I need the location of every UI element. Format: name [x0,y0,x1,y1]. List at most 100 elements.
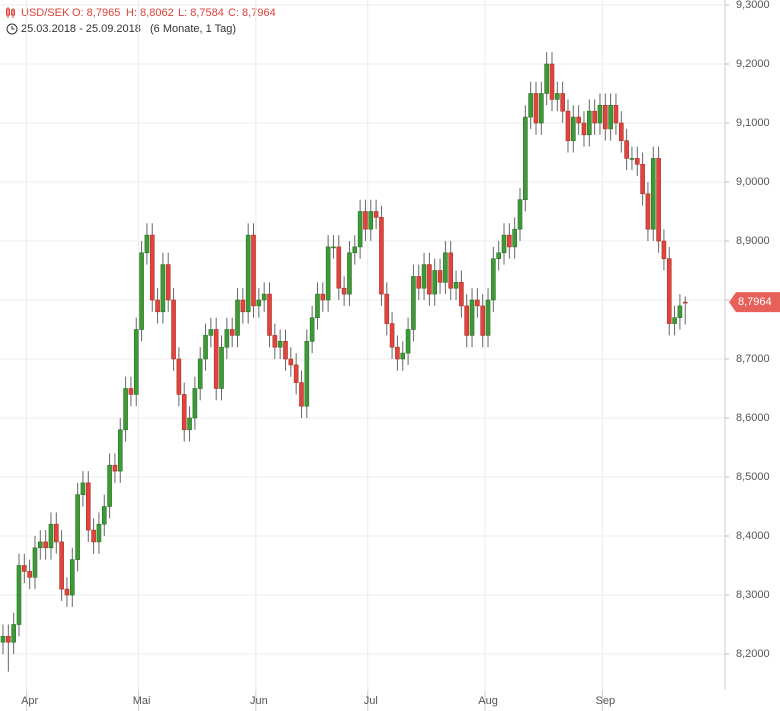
candle-body [59,541,64,590]
candle-body [128,388,134,395]
candle-body [144,234,150,254]
candle-body [544,63,549,94]
candle-body [85,482,91,531]
candle-body [459,281,464,307]
candle-body [416,276,422,289]
candle-body [75,494,80,560]
y-tick-label: 9,1000 [736,117,770,129]
candle-body [363,211,368,230]
candle-body [6,635,11,643]
candle-body [400,352,406,360]
candle-body [213,329,219,389]
candle-body [592,110,597,124]
candle-body [645,193,651,230]
candle-body [155,299,160,313]
y-tick-label: 8,3000 [736,589,770,601]
y-tick-label: 8,7000 [736,353,770,365]
candle-body [443,252,448,283]
candle-body [336,246,342,289]
y-tick-label: 9,0000 [736,176,770,188]
x-tick-label: Jul [364,695,378,707]
candle-body [352,246,358,254]
x-tick-label: Mai [133,695,151,707]
ohlc-open: O: 8,7965 [72,7,120,19]
candle-body [261,293,267,301]
candle-body [160,264,166,313]
y-tick-label: 8,6000 [736,412,770,424]
candle-body [245,234,251,313]
candle-body [16,565,22,625]
candle-body [539,93,544,124]
candle-body [309,317,315,342]
candle-body [165,264,171,301]
date-range: 25.03.2018 - 25.09.2018 [21,23,141,35]
candle-body [571,116,576,141]
candle-body [347,252,352,295]
period: (6 Monate, 1 Tag) [150,23,236,35]
candle-body [618,122,624,142]
y-tick-label: 8,4000 [736,530,770,542]
candle-body [80,482,86,495]
candle-body [666,258,672,324]
symbol: USD/SEK [21,7,70,19]
candle-body [235,299,240,336]
candle-body [139,252,144,330]
candle-body [485,299,491,336]
candle-body [661,240,667,260]
candle-body [576,116,581,124]
candle-body [112,464,118,472]
candle-body [555,93,560,100]
candle-body [480,305,486,336]
candle-body [197,358,203,389]
candle-body [389,323,395,348]
y-tick-label: 8,9000 [736,235,770,247]
candle-body [512,228,517,248]
candle-body [624,140,629,159]
candle-body [299,382,304,407]
candle-body [325,246,331,301]
candle-body [517,199,523,230]
candle-body [101,506,107,525]
candle-body [373,211,379,218]
candle-body [22,565,27,572]
candle-body [597,105,603,124]
x-tick-label: Sep [596,695,616,707]
candle-body [656,158,661,242]
candle-body [43,541,48,549]
candle-body [560,93,565,112]
last-price-tag [729,292,780,313]
candle-body [549,63,555,100]
candle-body [368,211,374,230]
x-tick-label: Apr [21,695,38,707]
candle-body [117,429,123,472]
candle-body [283,340,288,360]
candle-body [64,588,70,596]
candle-body [432,270,438,295]
candle-body [629,158,635,160]
y-tick-label: 9,3000 [736,0,770,11]
candle-body [315,293,320,319]
ohlc-high: H: 8,8062 [126,7,174,19]
candle-body [682,301,688,304]
candle-body [48,523,54,549]
candle-body [91,529,96,543]
candle-body [331,246,336,249]
candle-body [357,211,363,248]
candle-body [149,234,155,301]
candle-body [405,329,411,354]
candle-body [176,358,182,395]
candle-body [96,523,102,543]
candle-body [640,164,645,195]
last-price-label: 8,7964 [738,296,772,308]
clock-icon [6,23,18,35]
candle-body [256,299,262,307]
candle-body [634,158,640,165]
candle-body [384,293,390,324]
candles-icon [6,7,15,18]
candle-body [602,105,608,130]
candle-body [528,93,533,118]
candle-body [192,388,198,419]
candle-body [565,110,571,141]
y-tick-label: 8,5000 [736,471,770,483]
